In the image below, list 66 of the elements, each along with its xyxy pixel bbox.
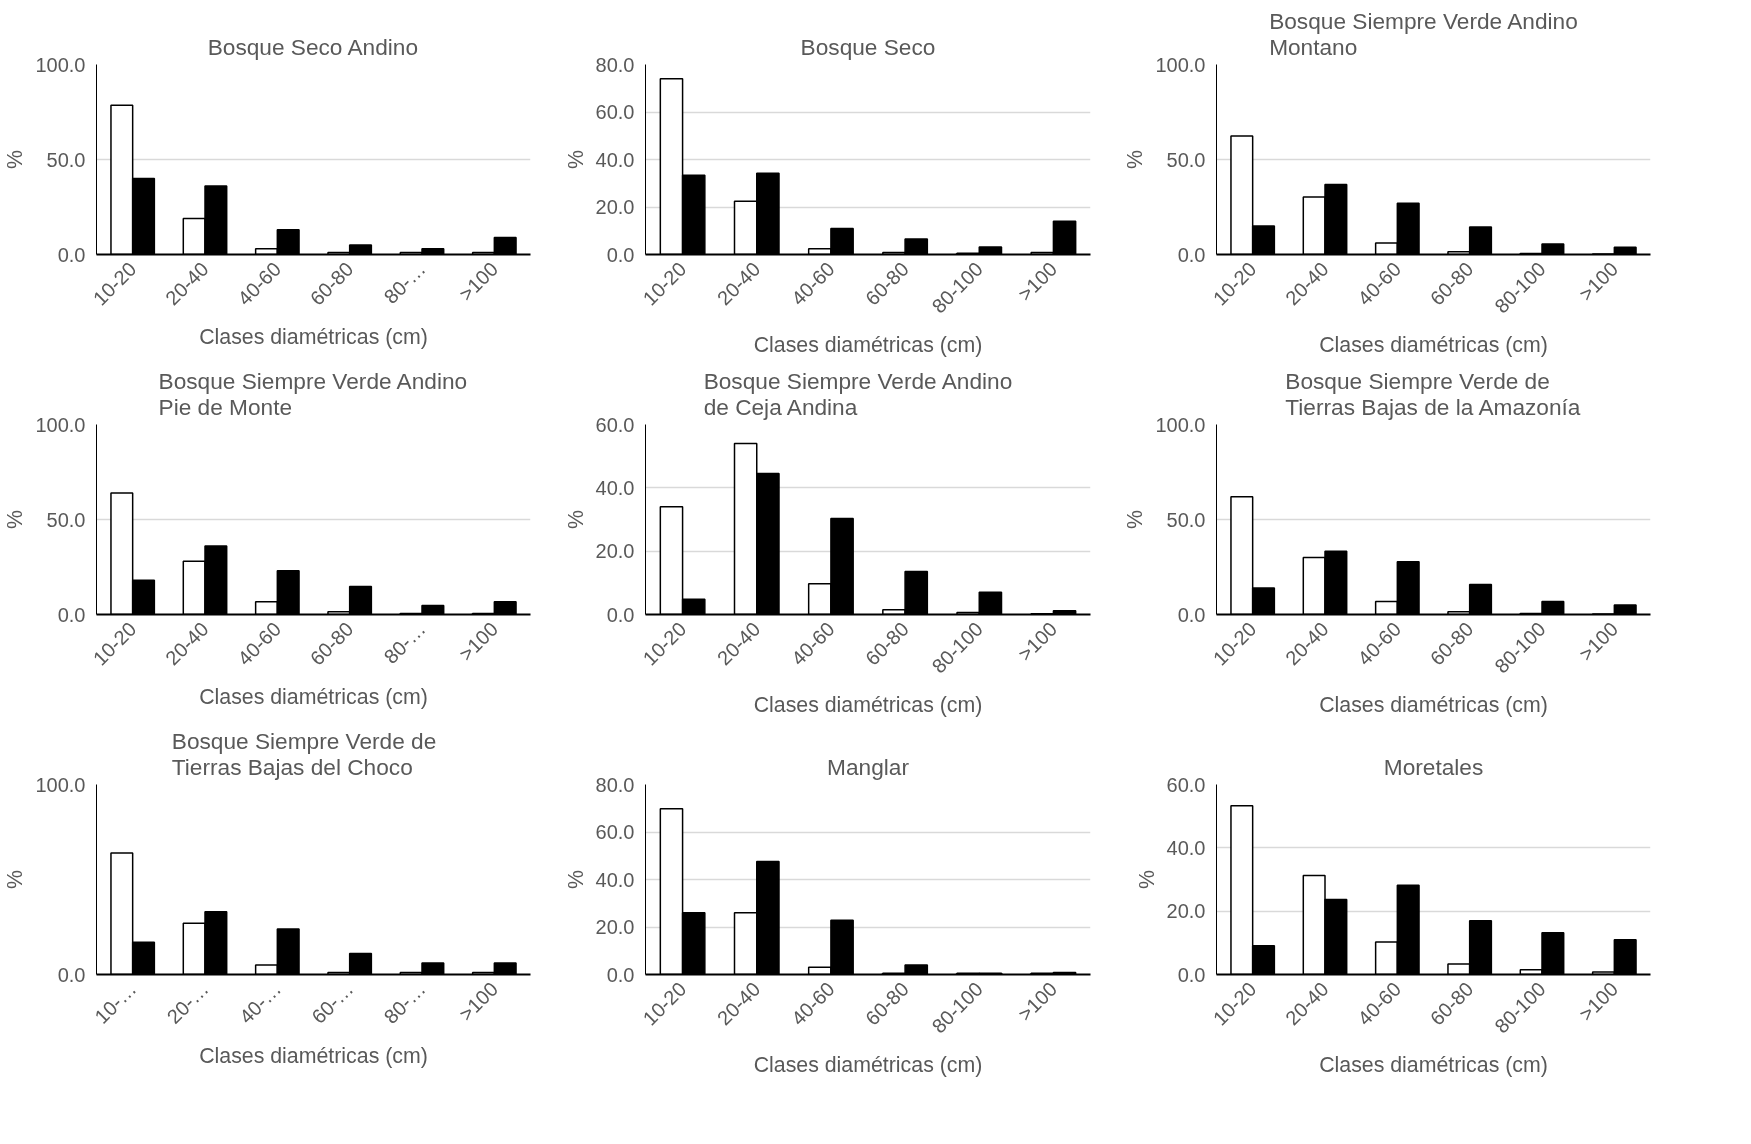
x-tick-label: 40-…	[234, 977, 286, 1028]
y-tick-label: 80.0	[595, 53, 635, 76]
x-axis-title: Clases diamétricas (cm)	[1319, 1053, 1548, 1078]
y-axis-title: %	[563, 149, 588, 169]
y-tick-label: 60.0	[595, 101, 635, 123]
x-axis-title: Clases diamétricas (cm)	[199, 685, 428, 710]
y-axis-title: %	[1123, 509, 1148, 529]
y-tick-label: 0.0	[57, 963, 86, 986]
x-axis-title: Clases diamétricas (cm)	[753, 693, 983, 718]
x-tick-label: 80-…	[379, 617, 430, 668]
x-axis-title: Clases diamétricas (cm)	[199, 1043, 428, 1068]
y-tick-label: 40.0	[595, 476, 635, 499]
y-axis-title: %	[3, 149, 28, 169]
y-tick-label: 100.0	[1155, 413, 1206, 436]
y-tick-label: 0.0	[1177, 963, 1206, 986]
y-tick-label: 20.0	[595, 540, 635, 563]
y-tick-label: 100.0	[35, 53, 86, 76]
y-tick-label: 0.0	[1177, 243, 1206, 266]
y-tick-label: 40.0	[595, 148, 635, 171]
y-tick-label: 50.0	[46, 148, 86, 171]
y-tick-label: 100.0	[1155, 53, 1206, 76]
y-tick-label: 40.0	[595, 868, 635, 891]
y-tick-label: 100.0	[35, 413, 86, 436]
y-axis-title: %	[1134, 869, 1159, 889]
y-tick-label: 50.0	[1166, 508, 1206, 531]
y-tick-label: 60.0	[595, 821, 635, 843]
y-tick-label: 0.0	[606, 603, 635, 626]
chart-title: Moretales	[1383, 753, 1484, 780]
y-tick-label: 0.0	[606, 963, 635, 986]
y-tick-label: 50.0	[1166, 148, 1206, 171]
y-axis-title: %	[563, 509, 588, 529]
y-tick-label: 0.0	[57, 243, 86, 266]
y-axis-title: %	[1123, 149, 1148, 169]
x-tick-label: 80-…	[379, 977, 430, 1028]
chart-title: Bosque Siempre Verde de Tierras Bajas de la Amazonía	[1285, 367, 1581, 420]
y-tick-label: 60.0	[1166, 773, 1206, 796]
x-axis-title: Clases diamétricas (cm)	[753, 333, 983, 358]
chart-title: Bosque Seco	[800, 33, 936, 60]
x-tick-label: 60-…	[307, 977, 358, 1028]
y-tick-label: 20.0	[595, 916, 635, 938]
y-tick-label: 80.0	[595, 773, 635, 796]
chart-title: Bosque Siempre Verde Andino Montano	[1269, 7, 1578, 60]
chart-title: Bosque Siempre Verde Andino de Ceja Andina	[703, 367, 1013, 420]
x-tick-label: 80-…	[379, 257, 430, 308]
chart-title: Manglar	[827, 753, 910, 780]
chart-title: Bosque Siempre Verde Andino Pie de Monte	[158, 367, 468, 420]
y-tick-label: 60.0	[595, 413, 635, 436]
y-tick-label: 50.0	[46, 508, 86, 531]
chart-title: Bosque Seco Andino	[207, 33, 419, 60]
x-tick-label: 10-…	[90, 977, 141, 1028]
chart-title: Bosque Siempre Verde de Tierras Bajas del Choco	[171, 727, 437, 780]
x-axis-title: Clases diamétricas (cm)	[753, 1053, 983, 1078]
y-tick-label: 0.0	[606, 243, 635, 266]
y-tick-label: 40.0	[1166, 836, 1206, 859]
y-axis-title: %	[3, 509, 28, 529]
x-tick-label: 20-…	[162, 977, 213, 1028]
x-axis-title: Clases diamétricas (cm)	[199, 325, 428, 350]
y-axis-title: %	[3, 869, 28, 889]
y-tick-label: 100.0	[35, 773, 86, 796]
y-tick-label: 0.0	[1177, 603, 1206, 626]
x-axis-title: Clases diamétricas (cm)	[1319, 693, 1548, 718]
y-tick-label: 20.0	[1166, 900, 1206, 923]
y-tick-label: 20.0	[595, 196, 635, 218]
y-axis-title: %	[563, 869, 588, 889]
x-axis-title: Clases diamétricas (cm)	[1319, 333, 1548, 358]
y-tick-label: 0.0	[57, 603, 86, 626]
